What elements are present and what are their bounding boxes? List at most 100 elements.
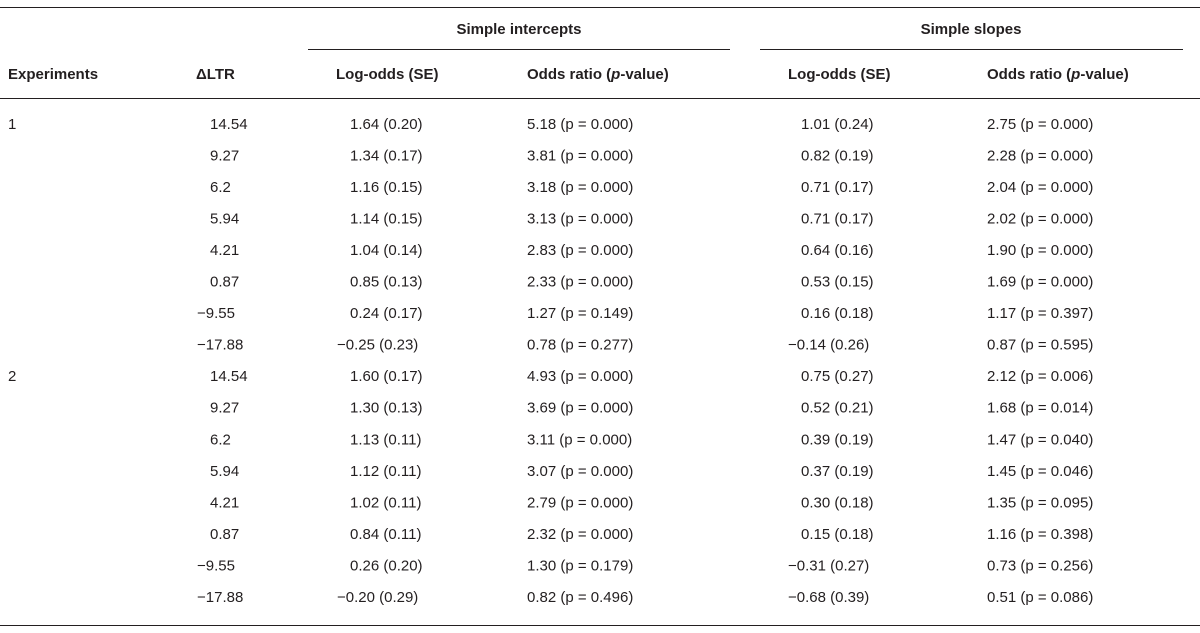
table-cell: 1.14 (0.15) xyxy=(350,211,423,228)
table-cell: 0.87 xyxy=(210,274,239,291)
table-cell: −0.31 (0.27) xyxy=(788,557,869,574)
table-cell: 1.69 (p = 0.000) xyxy=(987,274,1093,291)
table-cell: 0.37 (0.19) xyxy=(801,463,874,480)
table-cell: 3.69 (p = 0.000) xyxy=(527,400,633,417)
table-cell: 0.73 (p = 0.256) xyxy=(987,557,1093,574)
table-cell: 0.53 (0.15) xyxy=(801,274,874,291)
table-cell: 4.21 xyxy=(210,494,239,511)
table-cell: 14.54 xyxy=(210,116,248,133)
table-cell: 1.45 (p = 0.046) xyxy=(987,463,1093,480)
table-cell: 1.04 (0.14) xyxy=(350,242,423,259)
table-cell: 0.24 (0.17) xyxy=(350,305,423,322)
table-cell: 0.71 (0.17) xyxy=(801,179,874,196)
table-cell: 3.18 (p = 0.000) xyxy=(527,179,633,196)
column-header: Experiments xyxy=(8,66,98,83)
column-header: Log-odds (SE) xyxy=(336,66,438,83)
table-cell: 2.32 (p = 0.000) xyxy=(527,526,633,543)
experiment-label: 2 xyxy=(8,368,16,385)
table-cell: 0.85 (0.13) xyxy=(350,274,423,291)
table-cell: 0.26 (0.20) xyxy=(350,557,423,574)
column-header-part: Log-odds (SE) xyxy=(336,66,438,83)
table-cell: 2.83 (p = 0.000) xyxy=(527,242,633,259)
table-cell: 1.16 (p = 0.398) xyxy=(987,526,1093,543)
column-header-part: Experiments xyxy=(8,66,98,83)
table-cell: 0.82 (0.19) xyxy=(801,147,874,164)
table-cell: 5.94 xyxy=(210,211,239,228)
table-cell: −17.88 xyxy=(197,589,243,606)
experiment-label: 1 xyxy=(8,116,16,133)
table-cell: 0.52 (0.21) xyxy=(801,400,874,417)
table-cell: 4.93 (p = 0.000) xyxy=(527,368,633,385)
column-header-part: Odds ratio ( xyxy=(987,66,1071,83)
table-cell: 1.68 (p = 0.014) xyxy=(987,400,1093,417)
table-cell: −9.55 xyxy=(197,557,235,574)
table-cell: 1.12 (0.11) xyxy=(350,463,421,480)
column-header: Log-odds (SE) xyxy=(788,66,890,83)
table-cell: 6.2 xyxy=(210,431,231,448)
table-cell: 3.13 (p = 0.000) xyxy=(527,211,633,228)
table-cell: 1.17 (p = 0.397) xyxy=(987,305,1093,322)
table-cell: 0.87 xyxy=(210,526,239,543)
table-cell: 1.01 (0.24) xyxy=(801,116,874,133)
table-cell: 5.18 (p = 0.000) xyxy=(527,116,633,133)
column-header-part: -value) xyxy=(1080,66,1128,83)
table-cell: 1.90 (p = 0.000) xyxy=(987,242,1093,259)
table-cell: 0.16 (0.18) xyxy=(801,305,874,322)
table-cell: 1.34 (0.17) xyxy=(350,147,423,164)
table-cell: 0.75 (0.27) xyxy=(801,368,874,385)
table-cell: 9.27 xyxy=(210,147,239,164)
table-cell: 1.13 (0.11) xyxy=(350,431,421,448)
table-cell: 14.54 xyxy=(210,368,248,385)
table-cell: 2.04 (p = 0.000) xyxy=(987,179,1093,196)
table-cell: 3.11 (p = 0.000) xyxy=(527,431,632,448)
column-header: ΔLTR xyxy=(196,66,235,83)
table-cell: 6.2 xyxy=(210,179,231,196)
table-cell: 0.15 (0.18) xyxy=(801,526,874,543)
column-header-part: Odds ratio ( xyxy=(527,66,611,83)
group-header: Simple slopes xyxy=(921,21,1022,38)
table-cell: 1.30 (0.13) xyxy=(350,400,423,417)
column-header-part: Log-odds (SE) xyxy=(788,66,890,83)
table-cell: 3.07 (p = 0.000) xyxy=(527,463,633,480)
table-cell: 2.33 (p = 0.000) xyxy=(527,274,633,291)
table-cell: 0.78 (p = 0.277) xyxy=(527,337,633,354)
column-header-part: p xyxy=(610,66,620,83)
table-cell: 1.47 (p = 0.040) xyxy=(987,431,1093,448)
table-cell: 1.27 (p = 0.149) xyxy=(527,305,633,322)
table-cell: 0.84 (0.11) xyxy=(350,526,421,543)
table-cell: 1.30 (p = 0.179) xyxy=(527,557,633,574)
table-cell: 2.75 (p = 0.000) xyxy=(987,116,1093,133)
table-cell: 2.02 (p = 0.000) xyxy=(987,211,1093,228)
group-header: Simple intercepts xyxy=(456,21,581,38)
table-cell: −0.25 (0.23) xyxy=(337,337,418,354)
table-cell: 3.81 (p = 0.000) xyxy=(527,147,633,164)
table-cell: −0.20 (0.29) xyxy=(337,589,418,606)
table-cell: 0.64 (0.16) xyxy=(801,242,874,259)
table-cell: 4.21 xyxy=(210,242,239,259)
table-cell: 1.16 (0.15) xyxy=(350,179,423,196)
table-cell: 1.35 (p = 0.095) xyxy=(987,494,1093,511)
table-cell: −0.14 (0.26) xyxy=(788,337,869,354)
table-cell: 0.87 (p = 0.595) xyxy=(987,337,1093,354)
table-cell: 9.27 xyxy=(210,400,239,417)
table-cell: −17.88 xyxy=(197,337,243,354)
table-cell: 2.12 (p = 0.006) xyxy=(987,368,1093,385)
table-cell: 2.79 (p = 0.000) xyxy=(527,494,633,511)
table-cell: 0.71 (0.17) xyxy=(801,211,874,228)
table-cell: −0.68 (0.39) xyxy=(788,589,869,606)
column-header: Odds ratio (p-value) xyxy=(527,66,669,83)
table-cell: −9.55 xyxy=(197,305,235,322)
table-cell: 0.51 (p = 0.086) xyxy=(987,589,1093,606)
table-cell: 0.39 (0.19) xyxy=(801,431,874,448)
table-cell: 1.64 (0.20) xyxy=(350,116,423,133)
table-cell: 1.60 (0.17) xyxy=(350,368,423,385)
table-cell: 0.82 (p = 0.496) xyxy=(527,589,633,606)
table-cell: 5.94 xyxy=(210,463,239,480)
column-header-part: -value) xyxy=(620,66,668,83)
table-cell: 0.30 (0.18) xyxy=(801,494,874,511)
table-cell: 1.02 (0.11) xyxy=(350,494,421,511)
column-header-part: ΔLTR xyxy=(196,66,235,83)
column-header-part: p xyxy=(1070,66,1080,83)
column-header: Odds ratio (p-value) xyxy=(987,66,1129,83)
